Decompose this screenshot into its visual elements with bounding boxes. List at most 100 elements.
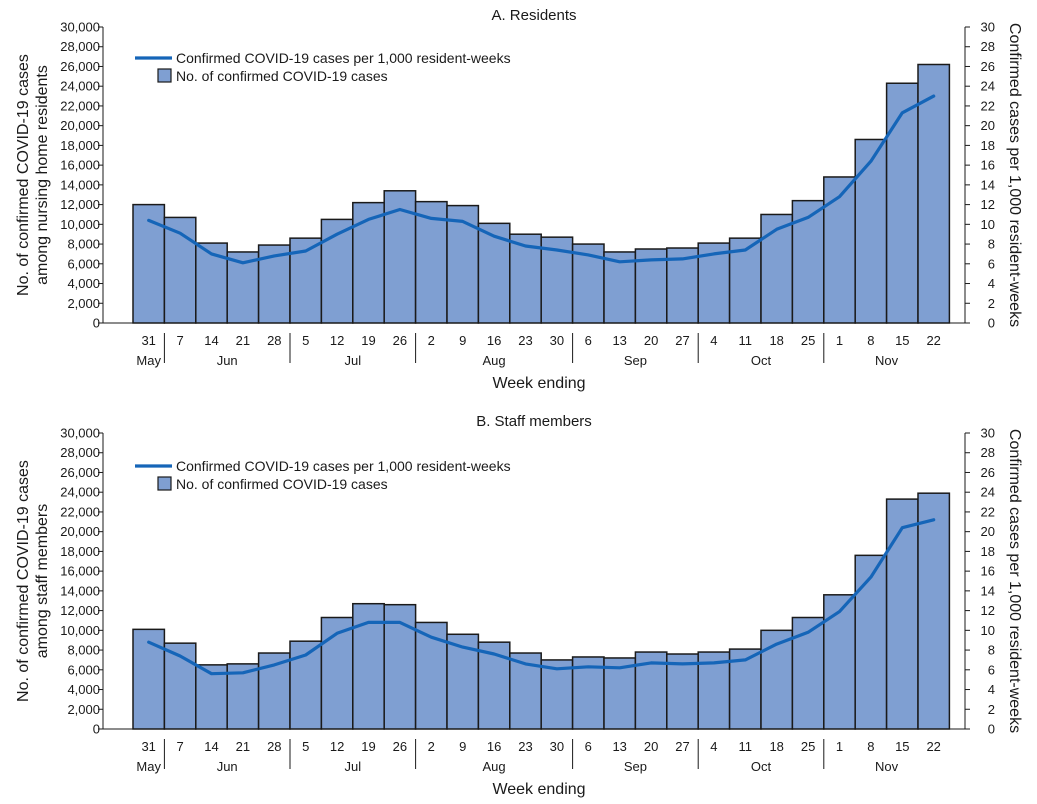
panel-a-week-label: 31 (141, 333, 155, 348)
panel-a-week-label: 25 (801, 333, 815, 348)
panel-b-left-tick-label: 20,000 (60, 524, 100, 539)
panel-a-title: A. Residents (491, 7, 576, 24)
panel-b-bar (132, 628, 166, 730)
panel-b-bar (791, 616, 825, 730)
panel-a-left-tick-label: 20,000 (60, 118, 100, 133)
panel-a-week-label: 18 (769, 333, 783, 348)
panel-a-left-tick-label: 22,000 (60, 98, 100, 113)
panel-b-legend-line-label: Confirmed COVID-19 cases per 1,000 resid… (176, 458, 511, 474)
panel-b-y2-axis-title: Confirmed cases per 1,000 resident-weeks (1006, 429, 1023, 733)
panel-a-week-label: 4 (710, 333, 717, 348)
panel-a-week-label: 22 (926, 333, 940, 348)
panel-b-left-tick-label: 28,000 (60, 445, 100, 460)
panel-b-right-tick-label: 30 (981, 426, 995, 441)
panel-a-left-tick-label: 8,000 (67, 237, 100, 252)
panel-a-month-label: Jun (217, 353, 238, 368)
panel-b-right-tick-label: 14 (981, 583, 995, 598)
panel-b-legend-bar-label: No. of confirmed COVID-19 cases (176, 476, 388, 492)
panel-a-legend-bar-label: No. of confirmed COVID-19 cases (176, 68, 388, 84)
panel-b-bar (226, 663, 260, 730)
panel-b-left-tick-label: 2,000 (67, 702, 100, 717)
panel-b-week-label: 16 (487, 739, 501, 754)
panel-a-right-tick-label: 28 (981, 39, 995, 54)
panel-a-left-tick-label: 26,000 (60, 59, 100, 74)
panel-a-week-label: 19 (361, 333, 375, 348)
panel-b-right-tick-label: 8 (988, 643, 995, 658)
panel-a-week-label: 2 (428, 333, 435, 348)
panel-b-right-tick-label: 28 (981, 445, 995, 460)
panel-b-legend-bar-swatch (157, 476, 172, 491)
panel-a-week-label: 11 (739, 333, 753, 348)
panel-b-week-label: 15 (895, 739, 909, 754)
panel-a-left-tick-label: 14,000 (60, 177, 100, 192)
panel-b-bar (603, 657, 637, 730)
panel-b-bar (571, 656, 605, 730)
panel-a-right-tick-label: 26 (981, 59, 995, 74)
panel-a-chart: A. Residents 0 2,000 4,000 6,000 8,000 10,000 1… (15, 7, 1023, 392)
panel-b-bar (760, 629, 794, 730)
panel-a-bar (446, 204, 480, 324)
panel-b-bar (823, 594, 856, 730)
panel-a-right-tick-label: 30 (981, 20, 995, 35)
panel-b-month-label: May (136, 759, 161, 774)
panel-a-left-tick-label: 6,000 (67, 256, 100, 271)
panel-b-rate-line (147, 518, 936, 676)
panel-a-right-tick-label: 8 (988, 237, 995, 252)
panel-a-right-tick-label: 14 (981, 177, 995, 192)
panel-a-right-tick-label: 22 (981, 98, 995, 113)
panel-a-bar (132, 203, 166, 324)
panel-a-month-label: May (136, 353, 161, 368)
panel-b-left-tick-label: 30,000 (60, 426, 100, 441)
panel-b-month-label: Aug (483, 759, 506, 774)
panel-a-bar (509, 233, 542, 324)
panel-a-bar (760, 213, 794, 324)
panel-b-week-label: 4 (710, 739, 717, 754)
panel-a-left-tick-label: 24,000 (60, 79, 100, 94)
panel-a-month-label: Aug (483, 353, 506, 368)
panel-b-right-tick-label: 4 (988, 682, 995, 697)
panel-b-week-label: 8 (867, 739, 874, 754)
panel-a-week-label: 8 (867, 333, 874, 348)
panel-b-left-tick-label: 18,000 (60, 544, 100, 559)
panel-a-y-axis-title-line2: among nursing home residents (34, 65, 51, 285)
panel-a-left-tick-label: 4,000 (67, 276, 100, 291)
panel-a-left-tick-label: 2,000 (67, 296, 100, 311)
panel-a-bar (885, 82, 919, 324)
panel-a-right-tick-label: 10 (981, 217, 995, 232)
panel-a-right-tick-label: 20 (981, 118, 995, 133)
panel-a-left-tick-label: 16,000 (60, 158, 100, 173)
panel-b-bar (383, 603, 417, 730)
panel-b-week-label: 11 (739, 739, 753, 754)
panel-b-left-tick-label: 10,000 (60, 623, 100, 638)
panel-b-left-tick-label: 24,000 (60, 485, 100, 500)
panel-b-right-tick-label: 10 (981, 623, 995, 638)
panel-b-week-label: 2 (428, 739, 435, 754)
panel-b-week-label: 26 (393, 739, 407, 754)
panel-b-week-label: 18 (769, 739, 783, 754)
panel-a-right-tick-label: 4 (988, 276, 995, 291)
panel-b-month-label: Nov (875, 759, 899, 774)
panel-b-left-tick-label: 8,000 (67, 643, 100, 658)
panel-a-month-label: Sep (624, 353, 647, 368)
panel-b-left-tick-label: 22,000 (60, 504, 100, 519)
panel-a-y-axis-title-line1: No. of confirmed COVID-19 cases (15, 54, 32, 296)
panel-b-week-label: 30 (550, 739, 564, 754)
panel-b-bar (885, 498, 919, 730)
panel-b-week-label: 12 (330, 739, 344, 754)
panel-a-left-tick-label: 28,000 (60, 39, 100, 54)
panel-a-left-tick-label: 30,000 (60, 20, 100, 35)
panel-a-bar (823, 176, 856, 324)
panel-b-right-tick-label: 22 (981, 504, 995, 519)
panel-a-week-label: 21 (236, 333, 250, 348)
panel-b-week-label: 5 (302, 739, 309, 754)
panel-a-y2-axis-title: Confirmed cases per 1,000 resident-weeks (1006, 23, 1023, 327)
panel-a-week-label: 27 (675, 333, 689, 348)
panel-a-week-label: 16 (487, 333, 501, 348)
panel-b-y-axis-title-line2: among staff members (34, 504, 51, 658)
panel-b-week-label: 27 (675, 739, 689, 754)
panel-b-bar (917, 492, 951, 730)
panel-a-week-label: 13 (612, 333, 626, 348)
panel-b-legend: Confirmed COVID-19 cases per 1,000 resid… (135, 458, 511, 492)
panel-b-week-label: 31 (141, 739, 155, 754)
panel-a-right-tick-label: 0 (988, 316, 995, 331)
